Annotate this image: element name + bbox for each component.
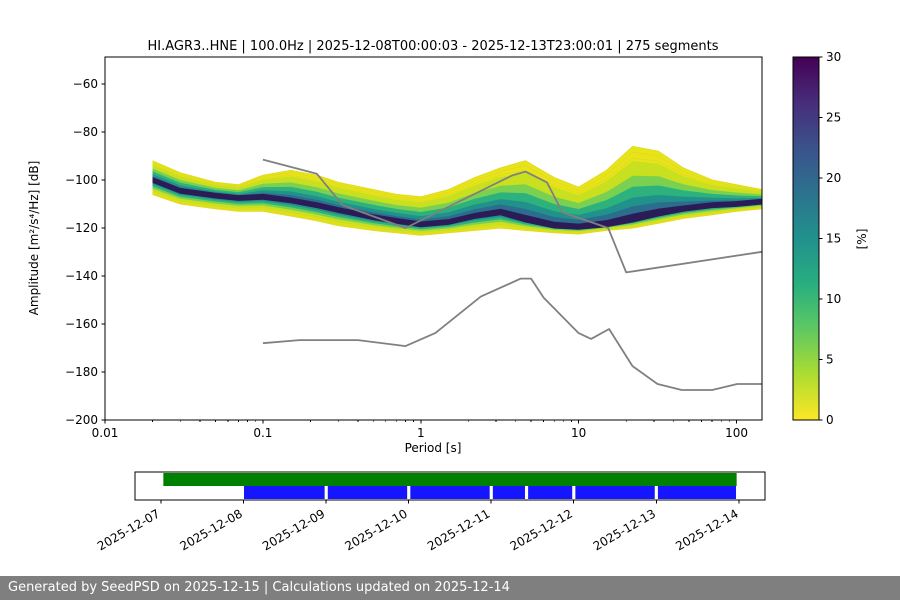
- y-tick-label: −120: [65, 221, 98, 235]
- y-axis-label: Amplitude [m²/s⁴/Hz] [dB]: [27, 161, 41, 316]
- plot-title: HI.AGR3..HNE | 100.0Hz | 2025-12-08T00:0…: [148, 39, 719, 54]
- y-tick-label: −80: [73, 125, 98, 139]
- psd-contour-streak: [152, 145, 763, 198]
- colorbar-label: [%]: [855, 229, 869, 250]
- y-tick-label: −180: [65, 365, 98, 379]
- date-label: 2025-12-13: [591, 506, 658, 553]
- date-label: 2025-12-12: [508, 506, 575, 553]
- date-label: 2025-12-11: [425, 506, 492, 553]
- x-tick-label: 10: [571, 426, 586, 440]
- date-label: 2025-12-10: [342, 506, 409, 553]
- timeline-blue-segment: [327, 486, 408, 499]
- x-tick-label: 100: [725, 426, 748, 440]
- ppsd-plot-svg: 0.01 0.1 1 10 100−200−180−160−140−120−100−80…: [27, 39, 869, 553]
- colorbar-tick-label: 10: [826, 292, 841, 306]
- date-label: 2025-12-07: [95, 506, 162, 553]
- y-tick-label: −60: [73, 77, 98, 91]
- timeline-blue-segment: [657, 486, 737, 499]
- y-tick-label: −200: [65, 413, 98, 427]
- colorbar-tick-label: 0: [826, 413, 834, 427]
- x-tick-label: 0.01: [92, 426, 119, 440]
- colorbar-tick-label: 30: [826, 50, 841, 64]
- x-tick-label: 0.1: [253, 426, 272, 440]
- timeline-blue-segment: [492, 486, 525, 499]
- noise-model-high-line: [262, 158, 763, 274]
- y-tick-label: −140: [65, 269, 98, 283]
- timeline-blue-segment: [528, 486, 573, 499]
- date-label: 2025-12-09: [260, 506, 327, 553]
- psd-contour-streak: [152, 191, 763, 235]
- date-label: 2025-12-14: [673, 506, 740, 553]
- timeline-green-segment: [163, 473, 737, 486]
- colorbar-tick-label: 25: [826, 111, 841, 125]
- psd-contour-streak: [152, 157, 763, 202]
- timeline-blue-segment: [410, 486, 490, 499]
- timeline-frame: [134, 471, 766, 501]
- psd-contour-streak: [152, 193, 763, 236]
- timeline-blue-segment: [243, 486, 325, 499]
- colorbar-tick-label: 20: [826, 171, 841, 185]
- date-label: 2025-12-08: [177, 506, 244, 553]
- colorbar-gradient: [793, 57, 819, 420]
- x-axis-label: Period [s]: [405, 441, 462, 455]
- psd-band: [152, 176, 762, 229]
- x-tick-label: 1: [417, 426, 425, 440]
- psd-contour-streak: [152, 192, 763, 235]
- colorbar-tick-label: 15: [826, 232, 841, 246]
- psd-band: [152, 177, 762, 230]
- noise-model-low-line: [262, 277, 762, 391]
- psd-contour-streak: [152, 151, 763, 200]
- y-tick-label: −100: [65, 173, 98, 187]
- timeline-blue-segment: [575, 486, 655, 499]
- render-root: 0.01 0.1 1 10 100−200−180−160−140−120−100−80…: [65, 50, 841, 553]
- status-bar: Generated by SeedPSD on 2025-12-15 | Cal…: [0, 576, 900, 600]
- y-tick-label: −160: [65, 317, 98, 331]
- colorbar-tick-label: 5: [826, 353, 834, 367]
- status-text: Generated by SeedPSD on 2025-12-15 | Cal…: [8, 580, 510, 595]
- axes-frame: [104, 56, 763, 421]
